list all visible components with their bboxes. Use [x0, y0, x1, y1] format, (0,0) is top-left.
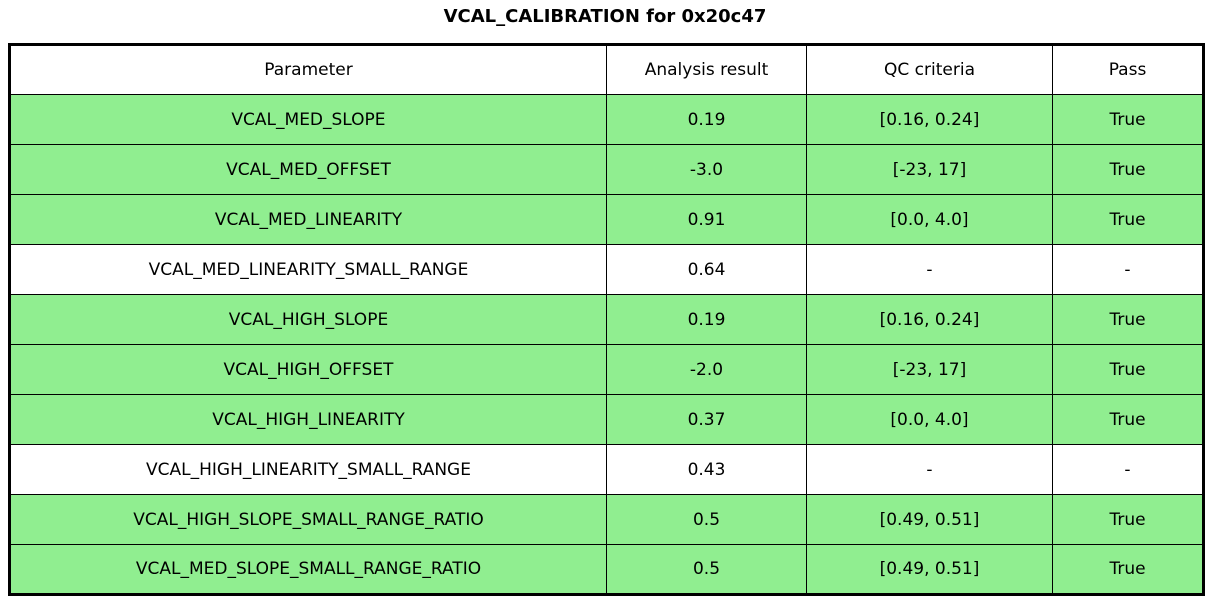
cell-qc-criteria: [0.0, 4.0] — [806, 194, 1053, 245]
cell-analysis-result: 0.43 — [606, 444, 807, 495]
cell-analysis-result: -2.0 — [606, 344, 807, 395]
cell-analysis-result: 0.64 — [606, 244, 807, 295]
cell-parameter: VCAL_HIGH_LINEARITY — [9, 394, 607, 445]
table-row: VCAL_MED_OFFSET -3.0 [-23, 17] True — [9, 144, 1204, 195]
cell-analysis-result: 0.19 — [606, 94, 807, 145]
cell-analysis-result: 0.5 — [606, 544, 807, 595]
table-row: VCAL_HIGH_LINEARITY_SMALL_RANGE 0.43- - — [9, 444, 1204, 495]
cell-qc-criteria: [0.49, 0.51] — [806, 494, 1053, 545]
cell-parameter: VCAL_MED_SLOPE_SMALL_RANGE_RATIO — [9, 544, 607, 595]
header-row: Parameter Analysis result QC criteria Pa… — [9, 44, 1204, 95]
cell-pass: True — [1052, 94, 1204, 145]
header-pass: Pass — [1052, 44, 1204, 95]
cell-pass: True — [1052, 194, 1204, 245]
cell-pass: - — [1052, 244, 1204, 295]
cell-parameter: VCAL_MED_SLOPE — [9, 94, 607, 145]
cell-pass: True — [1052, 494, 1204, 545]
cell-qc-criteria: [0.0, 4.0] — [806, 394, 1053, 445]
cell-pass: True — [1052, 394, 1204, 445]
cell-qc-criteria: - — [806, 444, 1053, 495]
table-row: VCAL_HIGH_OFFSET -2.0 [-23, 17] True — [9, 344, 1204, 395]
table-row: VCAL_MED_SLOPE 0.19 [0.16, 0.24] True — [9, 94, 1204, 145]
table-row: VCAL_HIGH_LINEARITY 0.37 [0.0, 4.0] True — [9, 394, 1204, 445]
cell-parameter: VCAL_MED_LINEARITY — [9, 194, 607, 245]
table-row: VCAL_MED_SLOPE_SMALL_RANGE_RATIO 0.5 [0.49… — [9, 544, 1204, 595]
table-row: VCAL_HIGH_SLOPE_SMALL_RANGE_RATIO 0.5 [0.4… — [9, 494, 1204, 545]
cell-parameter: VCAL_HIGH_SLOPE_SMALL_RANGE_RATIO — [9, 494, 607, 545]
cell-parameter: VCAL_HIGH_OFFSET — [9, 344, 607, 395]
figure-title: VCAL_CALIBRATION for 0x20c47 — [443, 6, 767, 27]
cell-pass: - — [1052, 444, 1204, 495]
cell-analysis-result: -3.0 — [606, 144, 807, 195]
table-row: VCAL_HIGH_SLOPE 0.19 [0.16, 0.24] True — [9, 294, 1204, 345]
table-body: VCAL_MED_SLOPE 0.19 [0.16, 0.24] True VCAL_M… — [9, 94, 1204, 595]
header-analysis-result: Analysis result — [606, 44, 807, 95]
cell-parameter: VCAL_MED_LINEARITY_SMALL_RANGE — [9, 244, 607, 295]
header-qc-criteria: QC criteria — [806, 44, 1053, 95]
table-row: VCAL_MED_LINEARITY 0.91 [0.0, 4.0] True — [9, 194, 1204, 245]
cell-analysis-result: 0.19 — [606, 294, 807, 345]
cell-analysis-result: 0.91 — [606, 194, 807, 245]
cell-pass: True — [1052, 544, 1204, 595]
qc-results-table: Parameter Analysis result QC criteria Pa… — [8, 43, 1205, 596]
cell-parameter: VCAL_HIGH_LINEARITY_SMALL_RANGE — [9, 444, 607, 495]
cell-pass: True — [1052, 144, 1204, 195]
cell-qc-criteria: - — [806, 244, 1053, 295]
cell-analysis-result: 0.37 — [606, 394, 807, 445]
cell-parameter: VCAL_MED_OFFSET — [9, 144, 607, 195]
header-parameter: Parameter — [9, 44, 607, 95]
cell-analysis-result: 0.5 — [606, 494, 807, 545]
cell-qc-criteria: [0.49, 0.51] — [806, 544, 1053, 595]
cell-pass: True — [1052, 344, 1204, 395]
cell-qc-criteria: [-23, 17] — [806, 344, 1053, 395]
cell-qc-criteria: [0.16, 0.24] — [806, 94, 1053, 145]
cell-parameter: VCAL_HIGH_SLOPE — [9, 294, 607, 345]
cell-qc-criteria: [0.16, 0.24] — [806, 294, 1053, 345]
table-row: VCAL_MED_LINEARITY_SMALL_RANGE 0.64- - — [9, 244, 1204, 295]
cell-qc-criteria: [-23, 17] — [806, 144, 1053, 195]
cell-pass: True — [1052, 294, 1204, 345]
